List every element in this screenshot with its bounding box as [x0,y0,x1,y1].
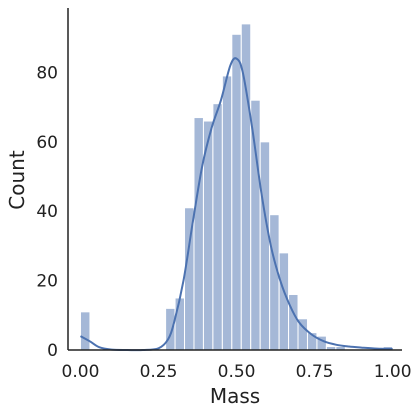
x-tick-labels: 0.00 0.25 0.50 0.75 1.00 [62,362,412,382]
histogram-bars [79,23,394,351]
y-tick-label: 0 [47,341,58,361]
histogram-bar [79,311,91,351]
histogram-bar [212,103,223,351]
histogram-bar [269,214,280,351]
y-tick-label: 60 [36,133,58,153]
histogram-bar [165,307,176,351]
y-tick-labels: 0 20 40 60 80 [36,63,58,361]
y-tick-label: 40 [36,202,58,222]
x-axis-title: Mass [210,384,260,408]
histogram-bar [250,99,261,351]
x-tick-label: 0.25 [140,362,178,382]
histogram-bar [174,297,186,351]
histogram-bar [231,33,242,351]
histogram-bar [221,75,233,351]
x-tick-label: 0.50 [218,362,256,382]
x-tick-label: 1.00 [374,362,412,382]
histogram-bar [193,117,204,351]
histogram-bar [288,293,299,351]
histogram-bar [259,141,271,351]
x-tick-label: 0.75 [296,362,334,382]
x-tick-label: 0.00 [62,362,100,382]
y-tick-label: 20 [36,272,58,292]
y-tick-label: 80 [36,63,58,83]
y-axis-title: Count [5,150,29,210]
